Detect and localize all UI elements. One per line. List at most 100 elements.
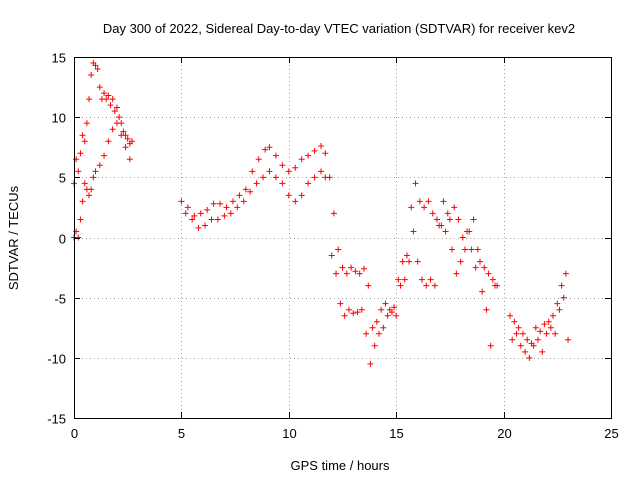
data-point: [532, 324, 539, 331]
data-point: [113, 120, 120, 127]
data-point: [459, 234, 466, 241]
data-point: [333, 270, 340, 277]
data-point: [373, 318, 380, 325]
x-tick-label: 15: [389, 426, 403, 441]
data-point: [204, 206, 211, 213]
data-point: [255, 156, 262, 163]
data-point: [128, 138, 135, 145]
data-point: [449, 246, 456, 253]
data-point: [292, 164, 299, 171]
data-point: [126, 156, 133, 163]
data-point: [122, 144, 129, 151]
data-point: [444, 210, 451, 217]
data-point: [474, 246, 481, 253]
data-point: [434, 216, 441, 223]
data-point: [101, 152, 108, 159]
data-point: [298, 192, 305, 199]
data-point: [382, 300, 389, 307]
data-point: [111, 108, 118, 115]
data-point: [522, 348, 529, 355]
data-point: [343, 270, 350, 277]
data-point: [92, 62, 99, 69]
data-point: [88, 72, 95, 79]
data-point: [118, 132, 125, 139]
data-point: [354, 309, 361, 316]
data-point: [440, 198, 447, 205]
data-point: [461, 246, 468, 253]
data-point: [322, 150, 329, 157]
data-point: [565, 336, 572, 343]
data-point: [423, 282, 430, 289]
data-point: [537, 328, 544, 335]
data-point: [543, 330, 550, 337]
data-point: [425, 198, 432, 205]
data-point: [451, 204, 458, 211]
y-tick-label: -5: [54, 292, 66, 307]
data-point: [335, 246, 342, 253]
data-point: [262, 146, 269, 153]
data-point: [466, 228, 473, 235]
data-point: [457, 258, 464, 265]
data-point: [371, 342, 378, 349]
data-point: [470, 216, 477, 223]
data-point: [356, 270, 363, 277]
data-point: [105, 138, 112, 145]
data-point: [77, 216, 84, 223]
data-point: [236, 192, 243, 199]
x-tick-label: 10: [282, 426, 296, 441]
data-point: [384, 312, 391, 319]
data-point: [105, 92, 112, 99]
y-axis-label: SDTVAR / TECUs: [6, 185, 21, 290]
data-point: [446, 216, 453, 223]
data-point: [272, 174, 279, 181]
data-point: [81, 138, 88, 145]
data-point: [378, 306, 385, 313]
data-point: [298, 156, 305, 163]
data-point: [191, 212, 198, 219]
x-tick-label: 20: [497, 426, 511, 441]
data-point: [107, 102, 114, 109]
y-tick-label: -10: [47, 352, 66, 367]
data-point: [414, 258, 421, 265]
data-point: [305, 152, 312, 159]
data-point: [210, 200, 217, 207]
data-point: [96, 162, 103, 169]
data-point: [184, 204, 191, 211]
data-point: [481, 264, 488, 271]
data-point: [436, 222, 443, 229]
data-point: [339, 264, 346, 271]
data-point: [234, 204, 241, 211]
data-point: [345, 306, 352, 313]
data-point: [524, 336, 531, 343]
data-point: [242, 186, 249, 193]
data-point: [429, 210, 436, 217]
data-point: [418, 276, 425, 283]
data-point: [292, 198, 299, 205]
data-point: [352, 268, 359, 275]
y-tick-label: 0: [59, 232, 66, 247]
data-point: [534, 336, 541, 343]
data-point: [350, 310, 357, 317]
data-point: [545, 318, 552, 325]
data-point: [266, 168, 273, 175]
data-point: [360, 265, 367, 272]
data-point: [393, 312, 400, 319]
data-point: [247, 188, 254, 195]
data-point: [249, 168, 256, 175]
y-tick-label: 15: [52, 51, 66, 66]
axis-ticks: 0 5 10 15 20 25 -15 -10 -5 0 5 10 15: [47, 51, 619, 442]
data-point: [391, 304, 398, 311]
y-tick-label: -15: [47, 412, 66, 427]
data-point: [120, 128, 127, 135]
x-axis-label: GPS time / hours: [291, 458, 390, 473]
data-point: [86, 96, 93, 103]
data-point: [515, 324, 522, 331]
chart-title: Day 300 of 2022, Sidereal Day-to-day VTE…: [103, 21, 575, 36]
data-point: [101, 90, 108, 97]
data-point: [485, 270, 492, 277]
x-tick-label: 5: [178, 426, 185, 441]
data-point: [560, 294, 567, 301]
data-point: [541, 321, 548, 328]
data-point: [217, 200, 224, 207]
data-point: [279, 162, 286, 169]
